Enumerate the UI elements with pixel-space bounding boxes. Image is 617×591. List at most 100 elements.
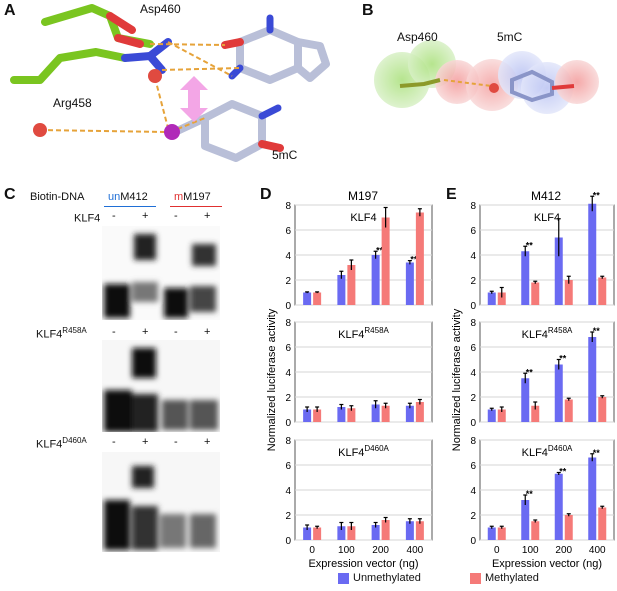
bar-unmethylated (487, 292, 496, 305)
bar-methylated (347, 265, 356, 305)
subplot-label: KLF4D460A (522, 444, 573, 459)
y-tick-label: 4 (470, 251, 476, 262)
arg458-label: Arg458 (53, 96, 92, 110)
y-tick-label: 6 (470, 343, 476, 354)
lane-sign: + (204, 436, 211, 448)
y-tick-label: 2 (285, 276, 291, 287)
gel-row-label-r458a: KLF4R458A (36, 326, 87, 341)
legend-label-unmethylated: Unmethylated (353, 572, 421, 584)
significance-mark: ** (526, 489, 534, 499)
y-tick-label: 0 (285, 301, 291, 312)
subplot-label: KLF4D460A (338, 444, 389, 459)
bar-unmethylated (554, 364, 563, 422)
y-axis-label: Normalized luciferase activity (451, 308, 463, 451)
bar-methylated (381, 405, 390, 422)
bar-unmethylated (554, 473, 563, 540)
chart-title-e: M412 (531, 189, 561, 203)
legend-unmethylated: Unmethylated (338, 572, 421, 584)
subplot-label: KLF4 (350, 212, 376, 224)
x-tick-label: 100 (338, 545, 355, 556)
legend-label-methylated: Methylated (485, 572, 539, 584)
y-tick-label: 0 (285, 536, 291, 547)
significance-mark: ** (559, 354, 567, 364)
significance-mark: ** (593, 448, 601, 458)
bar-unmethylated (371, 255, 380, 305)
lane-group-unmethylated: unM412 (108, 191, 148, 203)
biotin-dna-label: Biotin-DNA (30, 191, 85, 203)
structure-a-diagram (10, 4, 330, 162)
y-tick-label: 0 (285, 418, 291, 429)
y-tick-label: 0 (470, 536, 476, 547)
m-prefix: m (174, 191, 184, 203)
bar-unmethylated (521, 500, 530, 540)
x-tick-label: 200 (372, 545, 389, 556)
panel-letter-b: B (362, 2, 374, 19)
y-tick-label: 4 (285, 251, 291, 262)
lane-sign: - (174, 436, 178, 448)
un-underline (104, 206, 156, 207)
significance-mark: ** (526, 240, 534, 250)
row-label-main: KLF4 (36, 438, 63, 451)
row-label-main: KLF4 (36, 328, 63, 341)
un-suffix: M412 (120, 191, 148, 203)
y-tick-label: 2 (470, 393, 476, 404)
lane-sign: - (174, 326, 178, 338)
bar-methylated (497, 527, 506, 540)
panel-letter-e: E (446, 186, 457, 203)
structure-b-spacefill (374, 40, 599, 114)
significance-mark: ** (559, 467, 567, 477)
lane-sign: - (174, 210, 178, 222)
bar-methylated (497, 292, 506, 305)
legend-swatch-methylated (470, 572, 481, 584)
bar-unmethylated (405, 262, 414, 305)
row-label-main: KLF4 (74, 212, 101, 225)
bar-methylated (313, 292, 322, 305)
bar-methylated (313, 409, 322, 422)
x-axis-label: Expression vector (ng) (492, 558, 602, 570)
y-tick-label: 2 (285, 393, 291, 404)
y-tick-label: 6 (285, 343, 291, 354)
row-label-sup: R458A (62, 326, 87, 335)
y-tick-label: 4 (470, 368, 476, 379)
y-tick-label: 8 (470, 201, 476, 212)
bar-unmethylated (371, 525, 380, 540)
y-tick-label: 4 (285, 486, 291, 497)
lane-sign: - (112, 436, 116, 448)
x-tick-label: 0 (309, 545, 315, 556)
asp460-label-b: Asp460 (397, 30, 438, 44)
m-suffix: M197 (183, 191, 211, 203)
lane-sign: + (204, 326, 211, 338)
significance-mark: ** (593, 326, 601, 336)
chart-title-d: M197 (348, 189, 378, 203)
bar-methylated (415, 521, 424, 540)
panel-letter-d: D (260, 186, 272, 203)
y-tick-label: 8 (285, 201, 291, 212)
bar-unmethylated (588, 457, 597, 540)
y-tick-label: 6 (285, 226, 291, 237)
x-axis-label: Expression vector (ng) (308, 558, 418, 570)
lane-sign: - (112, 326, 116, 338)
bar-methylated (347, 408, 356, 422)
panel-letter-c: C (4, 186, 16, 203)
gel-row-label-klf4: KLF4 (74, 210, 100, 225)
y-tick-label: 4 (470, 486, 476, 497)
lane-sign: - (112, 210, 116, 222)
bar-unmethylated (303, 527, 312, 540)
bar-unmethylated (554, 237, 563, 305)
subplot-label: KLF4R458A (522, 326, 573, 341)
y-tick-label: 6 (285, 461, 291, 472)
y-tick-label: 8 (470, 318, 476, 329)
lane-sign: + (142, 210, 149, 222)
5mc-label-a: 5mC (272, 148, 298, 162)
5mc-label-b: 5mC (497, 30, 523, 44)
row-label-sup: D460A (62, 436, 87, 445)
bar-methylated (415, 212, 424, 305)
bar-methylated (313, 527, 322, 540)
bar-unmethylated (588, 337, 597, 422)
significance-mark: ** (410, 255, 418, 265)
bar-methylated (598, 277, 607, 305)
y-axis-label: Normalized luciferase activity (266, 308, 278, 451)
bar-unmethylated (337, 526, 346, 540)
y-tick-label: 4 (285, 368, 291, 379)
m-underline (170, 206, 222, 207)
